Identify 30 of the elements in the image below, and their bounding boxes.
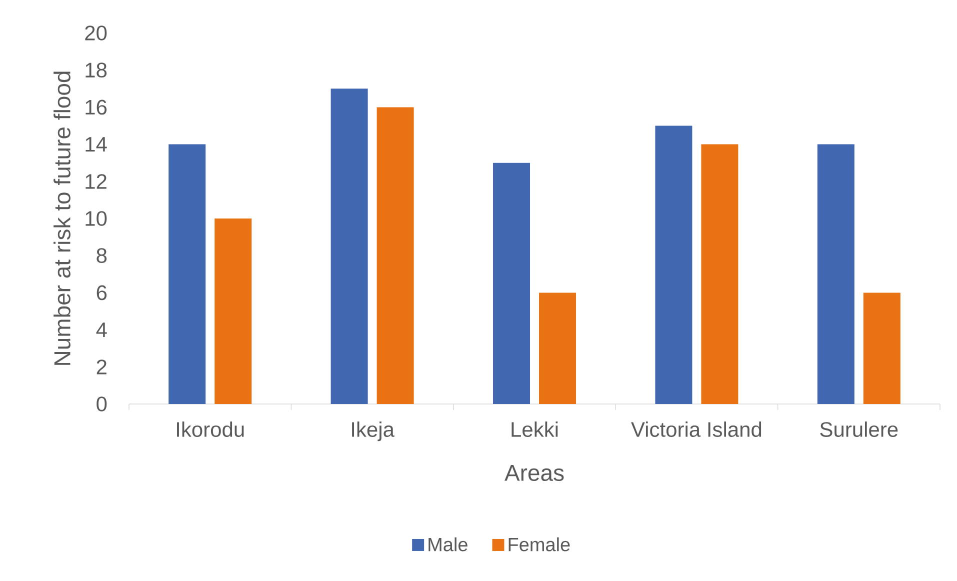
legend-label: Female	[508, 537, 570, 552]
bar	[330, 88, 368, 404]
y-axis-title: Number at risk to future flood	[54, 72, 70, 365]
y-tick-label: 18	[86, 62, 107, 78]
bar	[168, 144, 206, 404]
x-tick-label: Surulere	[820, 422, 898, 437]
bar	[655, 126, 692, 404]
legend-label: Male	[428, 537, 468, 552]
y-tick-label: 0	[96, 396, 107, 412]
x-axis-title: Areas	[504, 464, 564, 482]
y-tick-label: 12	[86, 174, 106, 189]
bar	[863, 292, 900, 404]
bar	[539, 292, 576, 404]
bar	[214, 218, 252, 404]
bar	[701, 144, 738, 404]
y-tick-label: 16	[86, 100, 107, 115]
y-tick-label: 4	[96, 322, 107, 338]
x-tick-label: Victoria Island	[631, 422, 762, 437]
x-tick-label: Ikorodu	[177, 422, 244, 437]
y-tick-label: 14	[86, 137, 107, 152]
x-tick-label: Ikeja	[352, 422, 394, 442]
bar	[376, 107, 414, 404]
y-tick-label: 6	[96, 285, 107, 300]
y-tick-label: 2	[96, 360, 106, 374]
x-tick-label: Lekki	[512, 422, 558, 437]
bar	[817, 144, 854, 404]
y-tick-label: 10	[86, 211, 107, 226]
bar	[493, 162, 530, 404]
y-tick-label: 20	[85, 26, 107, 40]
y-tick-label: 8	[96, 248, 107, 264]
